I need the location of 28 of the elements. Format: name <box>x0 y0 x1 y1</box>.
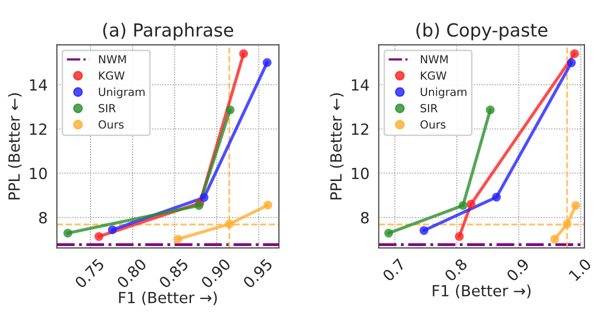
x-tick-label: 0.7 <box>382 258 406 282</box>
x-tick-label: 0.9 <box>506 258 530 282</box>
y-tick-label: 10 <box>30 168 47 180</box>
x-tick-label: 0.8 <box>444 258 468 282</box>
legend-label: Ours <box>420 120 446 129</box>
chart-title: (a) Paraphrase <box>103 22 234 40</box>
legend-label: SIR <box>420 104 438 112</box>
y-tick-label: 10 <box>352 168 369 180</box>
y-tick-label: 12 <box>352 123 368 135</box>
y-tick-label: 12 <box>30 123 46 135</box>
y-axis-title: PPL (Better ←) <box>330 93 344 200</box>
legend-label: KGW <box>99 71 124 80</box>
chart-title: (b) Copy-paste <box>416 22 548 40</box>
y-tick-label: 14 <box>30 79 47 90</box>
x-axis-title: F1 (Better →) <box>432 284 531 298</box>
legend-label: NWM <box>99 55 126 64</box>
legend-label: SIR <box>98 104 116 112</box>
legend-label: KGW <box>420 71 446 80</box>
legend-label: NWM <box>420 55 448 64</box>
legend-label: Unigram <box>420 87 466 98</box>
x-axis-title: F1 (Better →) <box>119 292 217 306</box>
y-tick-label: 14 <box>352 79 369 90</box>
legend-label: Unigram <box>98 87 145 98</box>
y-tick-label: 8 <box>39 212 47 224</box>
y-tick-label: 8 <box>361 212 369 224</box>
y-axis-title: PPL (Better ←) <box>8 93 22 200</box>
x-tick-label: 1.0 <box>568 258 592 282</box>
legend-label: Ours <box>98 120 124 129</box>
